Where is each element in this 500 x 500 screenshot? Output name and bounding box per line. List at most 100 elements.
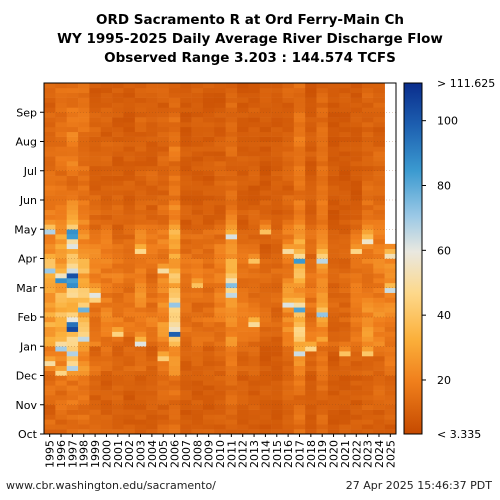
heatmap-cell (66, 97, 79, 103)
heatmap-cell (112, 87, 124, 94)
heatmap-cell (134, 380, 147, 386)
heatmap-cell (78, 356, 90, 362)
heatmap-cell (44, 424, 56, 430)
heatmap-cell (44, 356, 56, 362)
heatmap-cell (134, 321, 147, 328)
heatmap-cell (123, 356, 136, 362)
heatmap-cell (44, 312, 56, 318)
heatmap-cell (214, 385, 226, 391)
heatmap-cell (180, 175, 192, 181)
heatmap-cell (225, 92, 238, 98)
heatmap-cell (202, 224, 215, 230)
heatmap-cell (327, 165, 340, 172)
heatmap-cell (44, 409, 56, 415)
heatmap-cell (55, 360, 67, 367)
heatmap-cell (225, 346, 238, 352)
x-tick-label: 1996 (55, 440, 68, 468)
heatmap-cell (134, 146, 147, 152)
heatmap-cell (112, 273, 124, 279)
heatmap-cell (327, 346, 340, 352)
heatmap-cell (89, 141, 102, 147)
heatmap-cell (44, 234, 56, 240)
heatmap-cell (361, 204, 374, 211)
heatmap-cell (100, 151, 113, 157)
heatmap-cell (350, 297, 363, 303)
heatmap-cell (282, 248, 295, 254)
heatmap-cell (89, 156, 102, 162)
heatmap-cell (384, 287, 397, 293)
heatmap-cell (168, 83, 181, 89)
heatmap-cell (55, 351, 67, 357)
heatmap-cell (350, 278, 363, 284)
heatmap-cell (134, 312, 147, 318)
heatmap-cell (271, 195, 283, 201)
heatmap-cell (66, 278, 79, 284)
heatmap-cell (89, 209, 102, 215)
heatmap-cell (225, 209, 238, 215)
heatmap-cell (55, 336, 67, 342)
heatmap-cell (316, 258, 329, 264)
heatmap-cell (78, 87, 90, 94)
heatmap-cell (316, 370, 329, 376)
heatmap-cell (180, 268, 192, 274)
heatmap-cell (100, 234, 113, 240)
heatmap-cell (78, 165, 90, 172)
heatmap-cell (157, 351, 170, 357)
heatmap-cell (180, 122, 192, 128)
heatmap-cell (78, 170, 90, 176)
heatmap-cell (202, 253, 215, 259)
heatmap-cell (361, 326, 374, 332)
heatmap-cell (316, 302, 329, 308)
heatmap-cell (350, 224, 363, 230)
y-tick-label: May (14, 223, 37, 236)
heatmap-cell (373, 297, 385, 303)
heatmap-cell (112, 200, 124, 206)
heatmap-cell (89, 424, 102, 430)
heatmap-cell (350, 409, 363, 415)
heatmap-cell (168, 136, 181, 142)
heatmap-cell (168, 180, 181, 186)
heatmap-cell (225, 297, 238, 303)
heatmap-cell (350, 243, 363, 250)
heatmap-cell (271, 175, 283, 181)
heatmap-cell (134, 375, 147, 381)
heatmap-cell (237, 409, 249, 415)
heatmap-cell (373, 156, 385, 162)
heatmap-cell (66, 131, 79, 137)
heatmap-cell (123, 365, 136, 371)
heatmap-cell (259, 365, 272, 371)
heatmap-cell (316, 151, 329, 157)
heatmap-cell (384, 312, 397, 318)
heatmap-cell (327, 258, 340, 264)
heatmap-cell (271, 122, 283, 128)
heatmap-cell (350, 83, 363, 89)
heatmap-cell (350, 239, 363, 245)
heatmap-cell (248, 156, 261, 162)
heatmap-cell (293, 243, 306, 250)
heatmap-cell (282, 307, 295, 313)
heatmap-cell (339, 165, 351, 172)
heatmap-cell (44, 146, 56, 152)
heatmap-cell (373, 165, 385, 172)
heatmap-cell (134, 331, 147, 337)
heatmap-cell (100, 146, 113, 152)
heatmap-cell (191, 404, 204, 410)
heatmap-cell (361, 331, 374, 337)
heatmap-cell (44, 170, 56, 176)
heatmap-cell (225, 399, 238, 406)
heatmap-cell (237, 102, 249, 108)
heatmap-cell (248, 317, 261, 323)
heatmap-cell (180, 326, 192, 332)
heatmap-cell (305, 175, 317, 181)
heatmap-cell (350, 146, 363, 152)
heatmap-cell (316, 317, 329, 323)
heatmap-cell (168, 282, 181, 289)
heatmap-cell (123, 107, 136, 113)
heatmap-cell (202, 83, 215, 89)
heatmap-cell (305, 200, 317, 206)
heatmap-cell (361, 424, 374, 430)
heatmap-cell (214, 273, 226, 279)
heatmap-cell (78, 195, 90, 201)
heatmap-cell (361, 395, 374, 401)
heatmap-cell (100, 282, 113, 289)
